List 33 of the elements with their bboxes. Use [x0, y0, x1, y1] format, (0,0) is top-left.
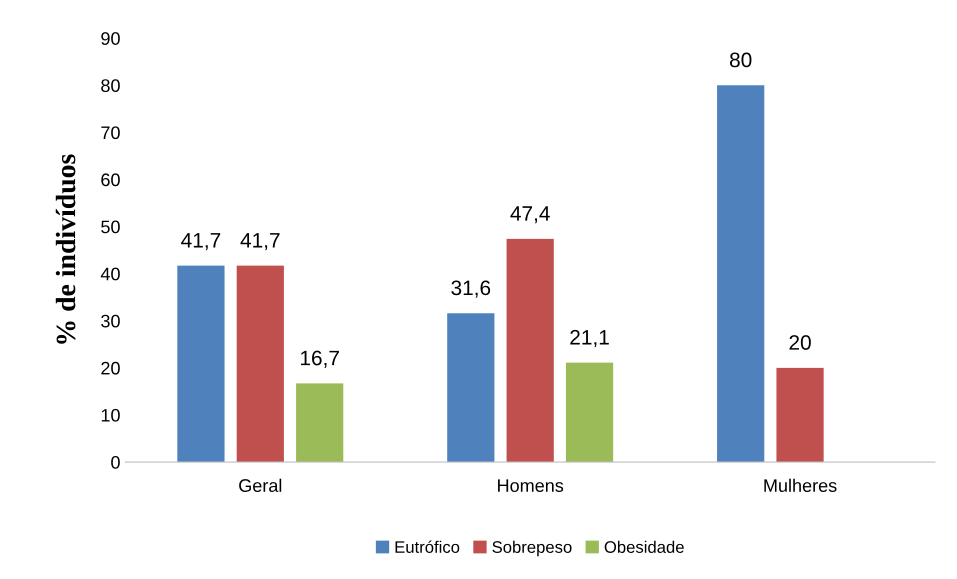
y-tick-label: 10 [102, 408, 120, 422]
data-label: 21,1 [570, 330, 609, 348]
bar [506, 238, 554, 462]
y-axis-title: % de indivíduos [56, 154, 76, 344]
data-label: 41,7 [181, 233, 220, 250]
y-tick-label: 60 [101, 173, 120, 186]
data-label: 80 [730, 52, 752, 68]
bar [296, 383, 344, 462]
data-label: 47,4 [510, 206, 550, 224]
data-label: 20 [790, 335, 811, 350]
bar [177, 266, 225, 462]
bar [236, 266, 284, 462]
y-tick-label: 30 [101, 314, 120, 328]
bar [566, 362, 614, 462]
y-tick-label: 90 [101, 32, 120, 45]
y-tick-label: 50 [101, 220, 120, 234]
data-label: 31,6 [451, 280, 490, 298]
data-label: 41,7 [240, 233, 280, 250]
y-tick-label: 80 [101, 79, 120, 92]
y-tick-label: 20 [101, 362, 120, 375]
x-tick-label: Geral [239, 478, 282, 492]
y-tick-label: 70 [101, 126, 120, 140]
x-tick-label: Mulheres [764, 478, 837, 492]
x-tick-label: Homens [498, 479, 564, 492]
y-tick-label: 0 [111, 456, 120, 469]
bar [447, 313, 494, 462]
bar [776, 368, 824, 462]
legend-label: Obesidade [604, 540, 684, 553]
bar [717, 85, 764, 462]
data-label: 16,7 [300, 350, 339, 368]
legend-label: Eutrófico [396, 540, 460, 553]
legend-label: Sobrepeso [492, 540, 572, 556]
y-tick-label: 40 [100, 268, 120, 280]
